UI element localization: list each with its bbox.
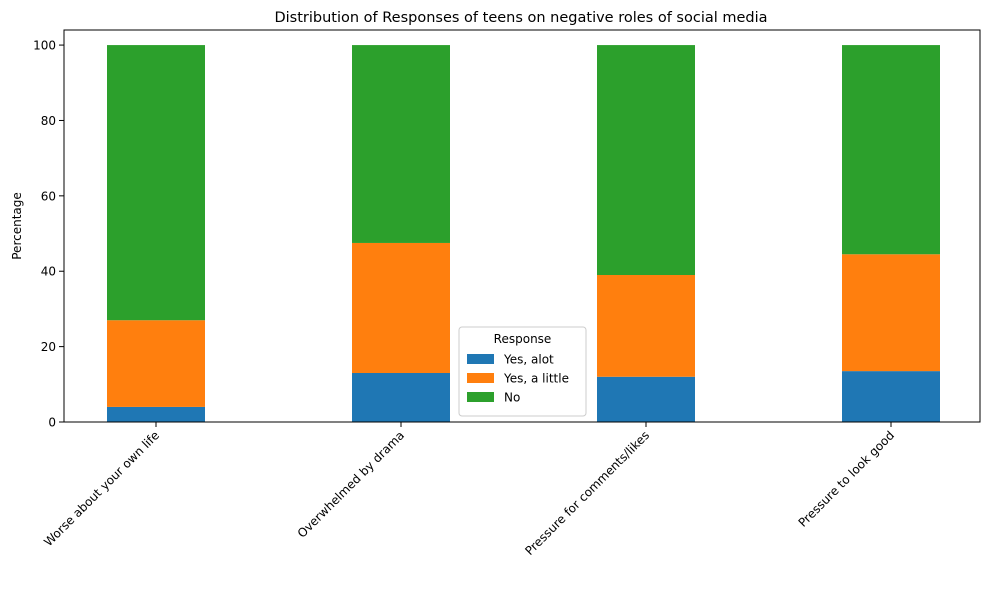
bar-segment-3-1: [107, 45, 205, 321]
bar-segment-1-2: [352, 373, 450, 422]
y-tick-label-5: 80: [41, 114, 56, 128]
chart-title: Distribution of Responses of teens on ne…: [274, 10, 767, 26]
bar-segment-1-1: [107, 406, 205, 422]
y-tick-label-3: 40: [41, 265, 56, 279]
y-tick-label-1: 0: [48, 416, 56, 430]
bar-segment-2-3: [597, 275, 695, 377]
x-axis: Worse about your own life Overwhelmed by …: [41, 422, 897, 558]
bar-segment-3-2: [352, 45, 450, 243]
legend: Response Yes, alot Yes, a little No: [458, 326, 587, 417]
x-tick-label-2: Overwhelmed by drama: [295, 428, 407, 540]
y-tick-label-2: 20: [41, 340, 56, 354]
legend-swatch-2: [467, 373, 494, 383]
legend-title: Response: [494, 332, 552, 346]
bars-group: [107, 45, 940, 422]
x-tick-label-3: Pressure for comments/likes: [522, 428, 652, 558]
bar-segment-2-2: [352, 242, 450, 373]
legend-label-3: No: [504, 391, 520, 405]
y-tick-label-6: 100: [33, 39, 56, 53]
y-axis: 0 20 40 60 80 100: [33, 39, 64, 430]
bar-segment-2-1: [107, 320, 205, 407]
x-tick-label-4: Pressure to look good: [796, 428, 898, 530]
bar-segment-3-4: [842, 45, 940, 255]
x-tick-label-1: Worse about your own life: [41, 428, 162, 549]
bar-segment-2-4: [842, 254, 940, 372]
legend-label-1: Yes, alot: [503, 353, 554, 367]
y-tick-label-4: 60: [41, 189, 56, 203]
bar-segment-3-3: [597, 45, 695, 276]
y-axis-label: Percentage: [10, 192, 24, 260]
plot-frame: [63, 29, 981, 423]
legend-label-2: Yes, a little: [503, 372, 569, 386]
legend-swatch-3: [467, 392, 494, 402]
bar-segment-1-3: [597, 376, 695, 422]
legend-swatch-1: [467, 354, 494, 364]
bar-segment-1-4: [842, 371, 940, 422]
